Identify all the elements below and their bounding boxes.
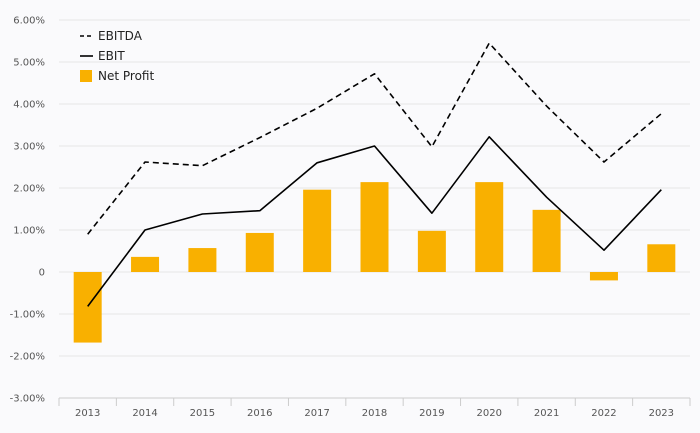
x-tick-label: 2013	[75, 408, 100, 419]
y-tick-label: -1.00%	[10, 310, 45, 321]
net-profit-bar	[532, 209, 561, 272]
y-tick-label: 2.00%	[13, 184, 45, 195]
ebit-line	[87, 136, 662, 307]
x-axis: 2013 2014 2015 2016 2017 2018 2019 2020 2021 2022…	[58, 397, 691, 419]
y-tick-label: 1.00%	[13, 226, 45, 237]
y-tick-label: -2.00%	[10, 352, 45, 363]
net-profit-bar	[73, 272, 102, 343]
net-profit-bar	[245, 232, 274, 272]
x-tick-label: 2022	[591, 408, 616, 419]
net-profit-bars	[73, 182, 676, 343]
legend-label-ebitda: EBITDA	[98, 29, 143, 43]
y-tick-label: 6.00%	[13, 16, 45, 27]
x-tick-label: 2016	[247, 408, 272, 419]
x-tick-label: 2018	[362, 408, 387, 419]
net-profit-bar	[647, 244, 676, 272]
x-tick-label: 2019	[419, 408, 444, 419]
y-tick-label: 3.00%	[13, 142, 45, 153]
legend-swatch-net-profit	[80, 70, 92, 82]
net-profit-bar	[417, 230, 446, 272]
net-profit-bar	[303, 189, 332, 272]
net-profit-bar	[188, 248, 217, 272]
y-tick-label: -3.00%	[10, 394, 45, 405]
y-tick-label: 5.00%	[13, 58, 45, 69]
y-tick-label: 0	[39, 268, 45, 279]
x-tick-label: 2017	[304, 408, 329, 419]
y-tick-label: 4.00%	[13, 100, 45, 111]
x-tick-label: 2021	[534, 408, 559, 419]
x-tick-label: 2014	[132, 408, 157, 419]
series-lines	[87, 42, 662, 307]
legend-label-ebit: EBIT	[98, 49, 125, 63]
net-profit-bar	[131, 256, 160, 272]
x-tick-label: 2023	[649, 408, 674, 419]
x-tick-label: 2015	[190, 408, 215, 419]
y-axis-tick-labels: -3.00% -2.00% -1.00% 0 1.00% 2.00% 3.00% 4.00% 5…	[10, 16, 45, 405]
ebitda-line	[87, 42, 662, 235]
net-profit-bar	[475, 182, 504, 272]
legend-label-net-profit: Net Profit	[98, 69, 154, 83]
legend: EBITDA EBIT Net Profit	[80, 29, 154, 83]
net-profit-bar	[360, 182, 389, 272]
net-profit-bar	[589, 272, 618, 281]
x-tick-label: 2020	[477, 408, 502, 419]
